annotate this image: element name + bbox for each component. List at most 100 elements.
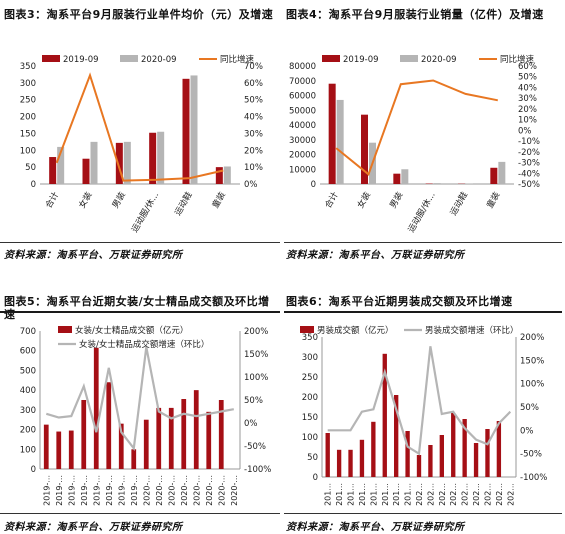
chart5-bar (81, 400, 87, 469)
chart4-right-tick: -30% (518, 159, 540, 169)
chart5-left-tick: 400 (20, 386, 36, 396)
chart5-x-label: 2019-... (55, 475, 64, 506)
chart3-category-label: 运动服/休... (129, 190, 161, 234)
chart6-bar (336, 449, 342, 477)
chart6-x-label: 201... (369, 483, 378, 506)
chart3-right-tick: 30% (244, 129, 263, 139)
chart6-left-tick: 200 (302, 393, 318, 403)
chart6-bar (405, 431, 410, 477)
chart4-left-tick: 20000 (289, 151, 316, 161)
chart6-left-tick: 250 (302, 373, 318, 383)
chart4-left-tick: 70000 (289, 77, 316, 87)
chart5-right-tick: 150% (244, 350, 268, 360)
chart6-bar (394, 395, 399, 477)
chart5-svg: 0 100 200 300 400 500 600 700 -100% -50% 0% 50% 100%… (20, 325, 272, 506)
chart6-bar (451, 413, 456, 477)
chart5-legend-line: 女装/女士精品成交额增速（环比） (79, 339, 209, 350)
chart5-left-tick: 300 (20, 406, 36, 416)
chart4-category-label: 童装 (484, 190, 502, 211)
chart5-bar (106, 382, 112, 469)
chart5-bar (131, 449, 137, 469)
chart6-bar (428, 445, 433, 477)
chart5-left-tick: 100 (20, 445, 36, 455)
chart3-legend-growth: 同比增速 (220, 54, 255, 65)
chart5-x-label: 2020-... (192, 475, 201, 506)
chart5-x-label: 2020-... (167, 475, 176, 506)
chart6-bar (462, 419, 467, 477)
chart4-bar-2019 (490, 167, 498, 184)
chart4-right-tick: -10% (518, 137, 540, 147)
chart3-left-tick: 150 (20, 129, 36, 139)
chart3-legend-swatch-2019 (42, 55, 60, 62)
chart5-bar (181, 399, 187, 469)
chart5-title: 图表5：淘系平台近期女装/女士精品成交额及环比增速 (4, 295, 270, 321)
chart4-source: 资料来源：淘系平台、万联证券研究所 (286, 250, 465, 261)
chart3-bar-2019 (115, 142, 123, 184)
chart3-bar-2019 (149, 132, 157, 184)
chart3-right-tick: 0% (244, 180, 258, 190)
chart3-right-tick: 20% (244, 146, 263, 156)
chart3-growth-line (55, 72, 224, 182)
chart4-bar-2020 (401, 169, 409, 184)
chart6-legend-bar: 男装成交额（亿元） (317, 325, 394, 336)
chart4-right-tick: 30% (518, 94, 537, 104)
chart6-left-tick: 100 (302, 433, 318, 443)
chart5-bar (218, 400, 224, 469)
chart5-right-tick: 200% (244, 327, 268, 337)
chart5-x-label: 2019-... (130, 475, 139, 506)
chart4-left-tick: 50000 (289, 106, 316, 116)
chart5-x-label: 2020-... (142, 475, 151, 506)
chart4-title: 图表4：淘系平台9月服装行业销量（亿件）及增速 (286, 8, 544, 21)
chart6-growth-line (327, 346, 512, 456)
chart6-x-label: 202... (438, 483, 447, 506)
chart4-legend-growth: 同比增速 (500, 54, 535, 65)
chart6-left-tick: 0 (313, 473, 318, 483)
chart6-left-tick: 150 (302, 413, 318, 423)
chart6-source: 资料来源：淘系平台、万联证券研究所 (286, 522, 465, 533)
chart4-left-tick: 30000 (289, 136, 316, 146)
chart3-left-tick: 300 (20, 79, 36, 89)
chart6-x-label: 201... (392, 483, 401, 506)
chart6-x-label: 201... (404, 483, 413, 506)
chart6-x-label: 201... (358, 483, 367, 506)
chart4-category-label: 合计 (323, 190, 341, 211)
chart5-right-tick: 50% (244, 396, 263, 406)
chart4-category-label: 女装 (355, 190, 373, 211)
chart6-svg: 0 50 100 150 200 250 300 350 -100% -50% 0% 50% 100% 1… (300, 325, 547, 506)
chart6-x-label: 202... (472, 483, 481, 506)
chart5-bar (156, 407, 162, 469)
chart5-left-tick: 200 (20, 426, 36, 436)
chart5-bar (118, 423, 124, 469)
chart3-panel: 图表3：淘系平台9月服装行业单件均价（元）及增速 0 50 100 150 200 250… (0, 0, 282, 270)
chart6-bar (325, 433, 330, 477)
chart6-right-tick: -100% (520, 473, 547, 483)
chart4-growth-line (335, 79, 498, 176)
chart6-right-tick: 200% (520, 333, 544, 343)
chart5-right-tick: 100% (244, 373, 268, 383)
chart4-bar-2020 (466, 183, 473, 184)
chart3-right-tick: 70% (244, 62, 263, 72)
chart4-bar-2019 (361, 114, 368, 184)
chart6-panel: 图表6：淘系平台近期男装成交额及环比增速 0 50 100 150 200 250 300 3… (282, 285, 565, 534)
chart3-legend-2019: 2019-09 (63, 55, 99, 65)
chart4-right-tick: 40% (518, 83, 537, 93)
chart4-legend-swatch-2020 (400, 55, 418, 62)
chart3-left-tick: 50 (25, 163, 36, 173)
chart6-legend-swatch-bar (300, 326, 314, 333)
chart4-category-label: 男装 (387, 190, 405, 211)
chart5-bar (93, 347, 99, 469)
chart3-bar-2020 (90, 141, 98, 184)
chart6-bar (359, 439, 365, 477)
chart5-x-label: 2019-... (80, 475, 89, 506)
chart5-panel: 图表5：淘系平台近期女装/女士精品成交额及环比增速 0 100 200 300 400 5… (0, 285, 282, 534)
chart5-bar (68, 430, 74, 469)
chart5-legend-bar: 女装/女士精品成交额（亿元） (75, 325, 188, 336)
chart4-right-tick: -50% (518, 180, 540, 190)
chart6-bar (496, 421, 502, 477)
chart6-left-tick: 350 (302, 333, 318, 343)
chart5-legend-swatch-bar (58, 326, 72, 333)
chart4-legend-2020: 2020-09 (421, 55, 457, 65)
chart5-right-tick: 0% (244, 419, 258, 429)
chart3-category-label: 合计 (43, 190, 61, 211)
chart3-bar-2019 (82, 158, 90, 184)
